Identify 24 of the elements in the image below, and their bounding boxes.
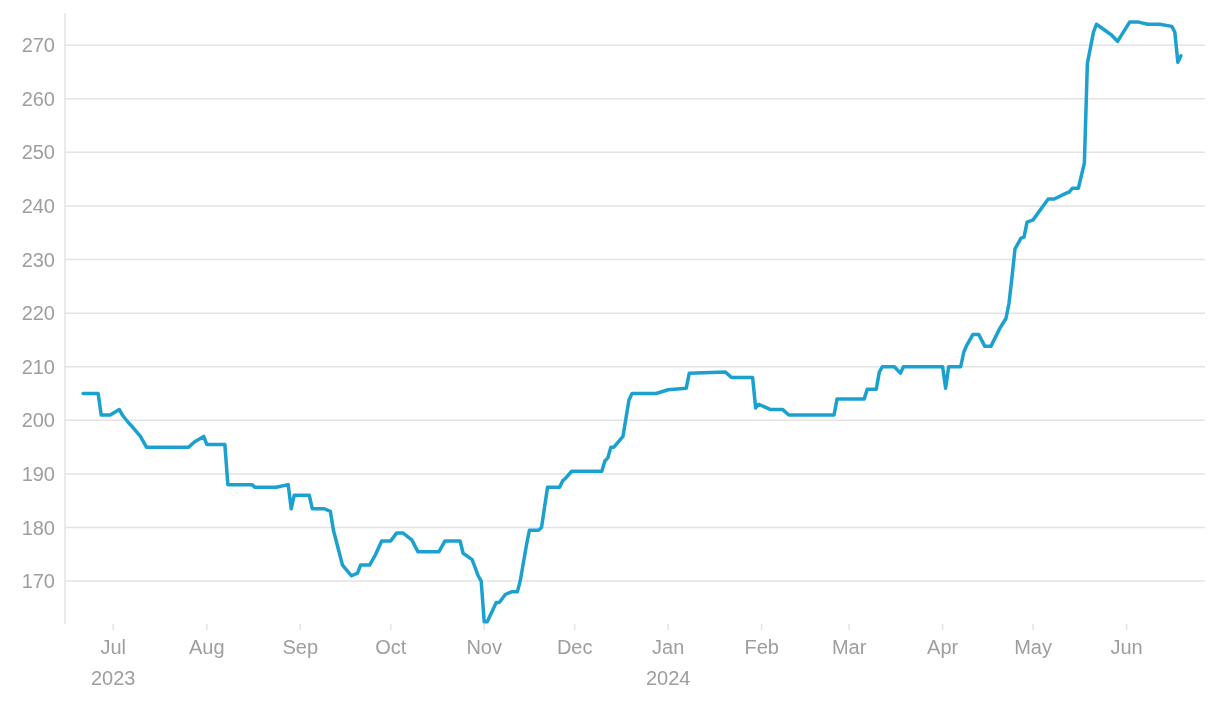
x-tick-label: Jun: [1110, 636, 1143, 658]
y-tick-label: 210: [21, 355, 55, 378]
x-tick-label: Aug: [188, 636, 225, 658]
y-tick-label: 170: [21, 570, 55, 593]
line-series: [81, 20, 1183, 624]
y-tick-label: 180: [21, 516, 55, 539]
x-tick-label: May: [1014, 636, 1052, 658]
x-tick-label: Sep: [282, 636, 319, 658]
y-tick-label: 250: [21, 141, 55, 164]
y-tick-label: 270: [21, 34, 55, 57]
x-tick-label: Feb: [744, 636, 779, 658]
y-tick-label: 190: [21, 462, 55, 485]
x-tick-label: Nov: [466, 636, 502, 658]
y-tick-label: 220: [21, 302, 55, 325]
x-tick-label: Dec: [556, 636, 593, 658]
y-tick-label: 200: [21, 409, 55, 432]
x-tick-label: Apr: [927, 636, 959, 658]
y-tick-label: 230: [21, 248, 55, 271]
y-tick-label: 240: [21, 194, 55, 217]
y-tick-label: 260: [21, 87, 55, 110]
x-tick-label: Jul 2023: [91, 636, 136, 689]
x-tick-label: Oct: [375, 636, 407, 658]
x-tick-label: Jan 2024: [645, 636, 691, 689]
x-tick-label: Mar: [831, 636, 867, 658]
